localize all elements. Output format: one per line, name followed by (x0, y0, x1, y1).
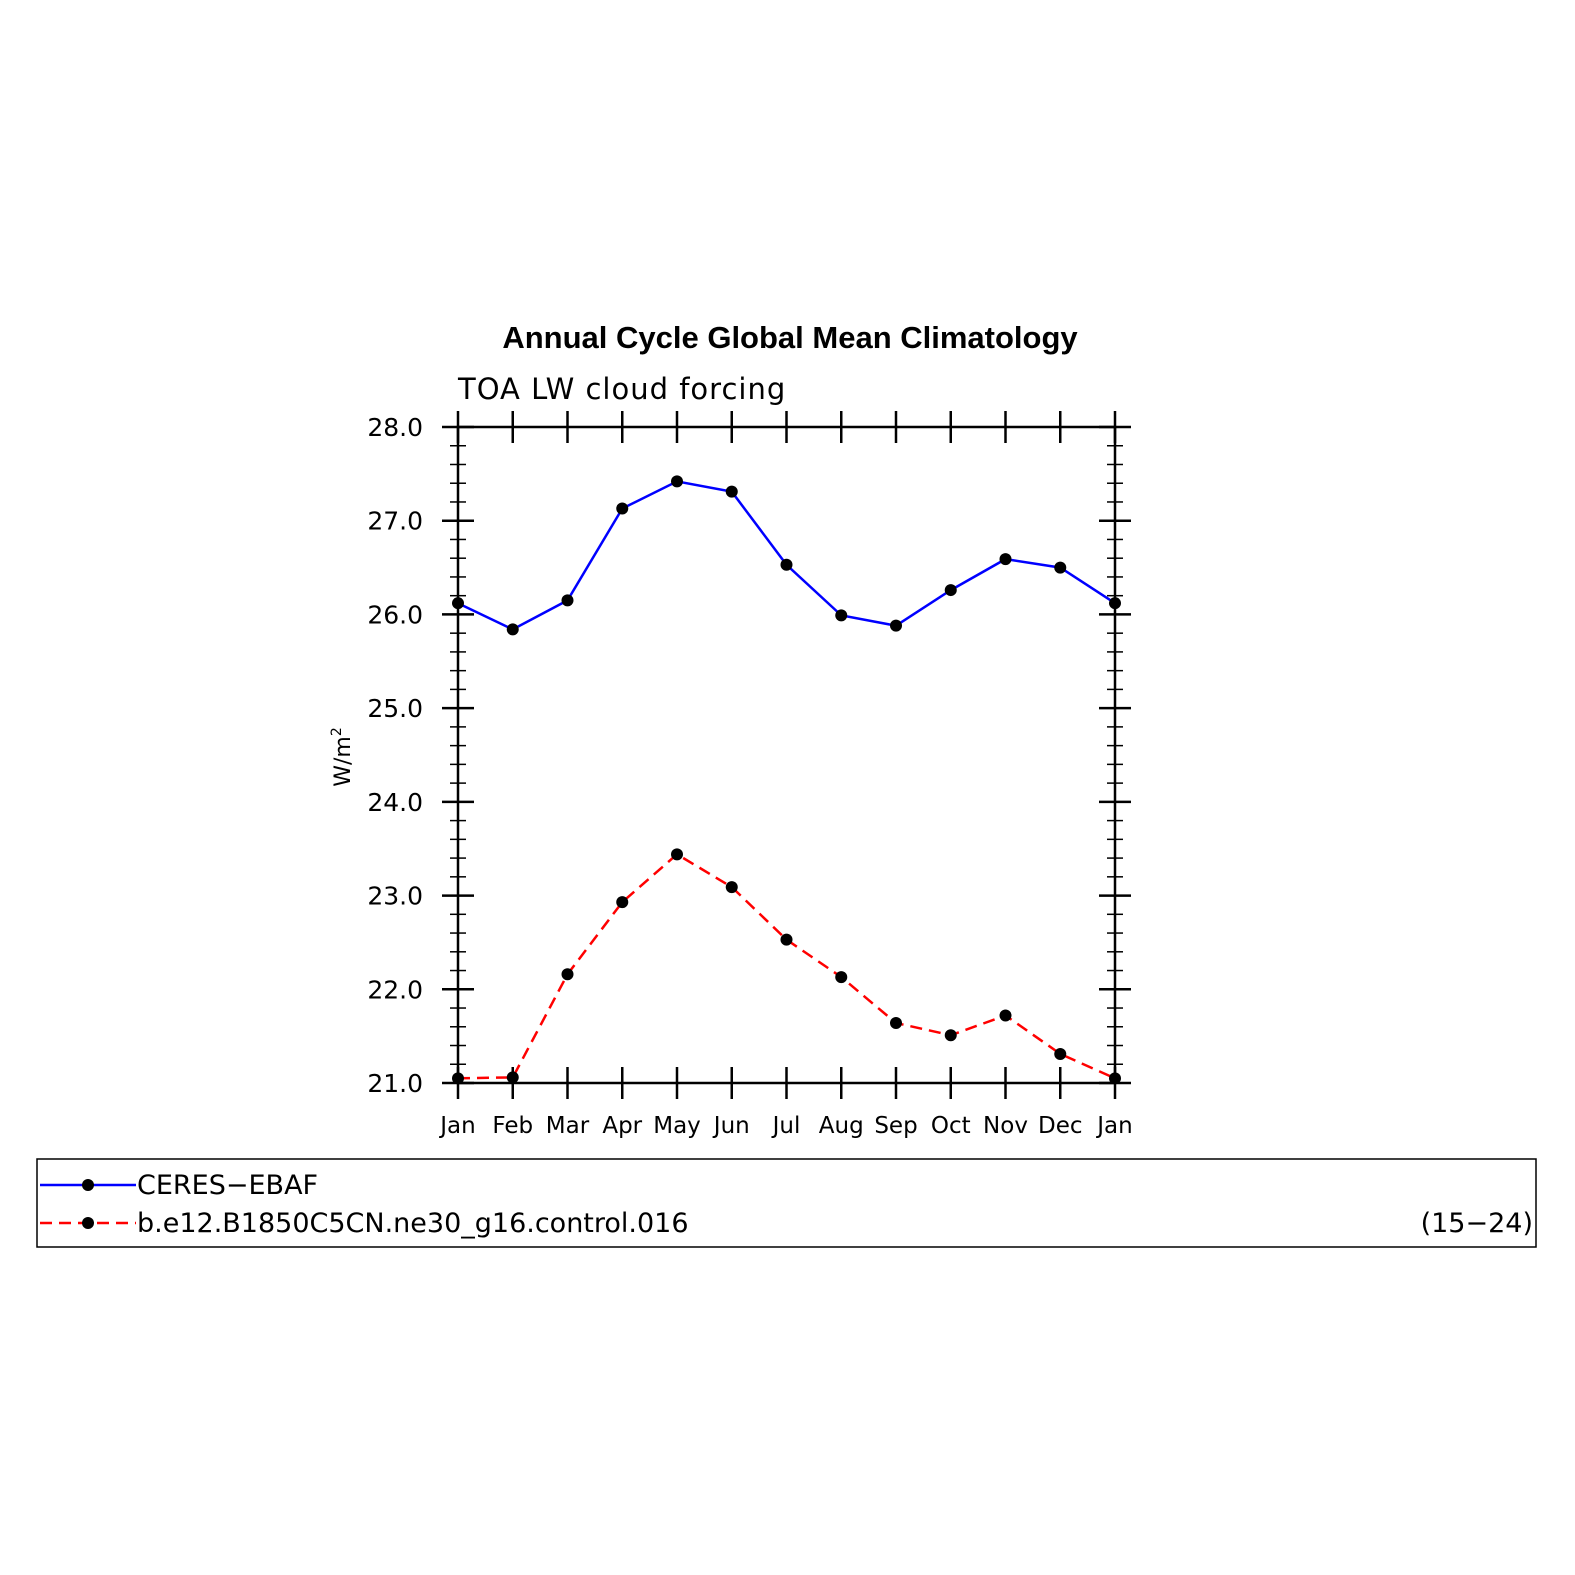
data-point-1 (506, 1071, 519, 1084)
y-tick-label: 22.0 (367, 975, 423, 1004)
data-point-1 (725, 881, 738, 894)
plot-frame (456, 425, 1117, 1085)
data-point-1 (780, 933, 793, 946)
data-point-0 (671, 475, 683, 488)
data-point-1 (835, 971, 848, 984)
x-tick-label: Jun (712, 1113, 750, 1139)
x-tick-label: Oct (931, 1113, 971, 1139)
data-point-1 (452, 1072, 464, 1085)
x-tick-label: Apr (602, 1113, 642, 1139)
y-tick-label: 21.0 (367, 1069, 423, 1098)
y-axis-label-text: W/m (331, 736, 356, 787)
data-point-0 (835, 609, 848, 622)
data-point-0 (780, 558, 793, 571)
data-point-0 (506, 623, 519, 636)
series-line-0 (457, 480, 1116, 631)
legend-label-model: b.e12.B1850C5CN.ne30_g16.control.016 (137, 1208, 689, 1239)
chart-title: Annual Cycle Global Mean Climatology (502, 320, 1078, 355)
chart-subtitle: TOA LW cloud forcing (457, 372, 786, 406)
x-tick-label: Feb (492, 1113, 533, 1139)
y-tick-label: 27.0 (367, 507, 423, 536)
legend-label-ceres: CERES−EBAF (137, 1170, 318, 1201)
data-point-1 (1054, 1047, 1067, 1060)
x-tick-label: Nov (983, 1113, 1028, 1139)
data-point-0 (616, 502, 629, 515)
data-point-0 (725, 485, 738, 498)
data-point-0 (944, 584, 957, 597)
series-line-1 (457, 852, 1116, 1080)
x-tick-label: Sep (874, 1113, 917, 1139)
axes: 21.0 22.0 23.0 24.0 25.0 26.0 27.0 28.0 Jan Feb Ma… (367, 411, 1133, 1139)
data-point-0 (1054, 561, 1067, 574)
x-tick-label: Aug (819, 1113, 864, 1139)
data-point-1 (671, 848, 683, 861)
data-point-1 (944, 1029, 957, 1042)
legend-marker-model (82, 1217, 94, 1229)
data-point-1 (1109, 1072, 1121, 1085)
x-tick-label: Mar (546, 1113, 590, 1139)
data-point-1 (616, 896, 629, 909)
x-tick-label: Dec (1038, 1113, 1083, 1139)
y-axis-label: W/m2 (329, 727, 356, 787)
svg-text:W/m2: W/m2 (329, 727, 356, 787)
y-tick-label: 28.0 (367, 413, 423, 442)
legend-marker-ceres (82, 1179, 94, 1191)
data-point-0 (561, 594, 574, 607)
legend: CERES−EBAF b.e12.B1850C5CN.ne30_g16.cont… (36, 1158, 1537, 1248)
data-point-1 (999, 1009, 1012, 1022)
y-tick-label: 25.0 (367, 694, 423, 723)
data-point-1 (561, 968, 574, 981)
data-point-0 (452, 597, 464, 610)
data-point-0 (890, 619, 902, 632)
data-point-0 (1109, 597, 1121, 610)
y-tick-label: 24.0 (367, 788, 423, 817)
data-point-0 (999, 553, 1012, 566)
legend-note: (15−24) (1421, 1208, 1533, 1239)
y-tick-label: 23.0 (367, 882, 423, 911)
y-tick-label: 26.0 (367, 600, 423, 629)
x-tick-label: Jul (771, 1113, 801, 1139)
y-axis-label-superscript: 2 (329, 727, 345, 736)
legend-box (36, 1158, 1537, 1248)
x-tick-label: Jan (438, 1113, 475, 1139)
data-point-1 (890, 1017, 902, 1030)
x-tick-label: Jan (1095, 1113, 1132, 1139)
series-layer (452, 475, 1121, 1085)
x-tick-label: May (653, 1113, 701, 1139)
